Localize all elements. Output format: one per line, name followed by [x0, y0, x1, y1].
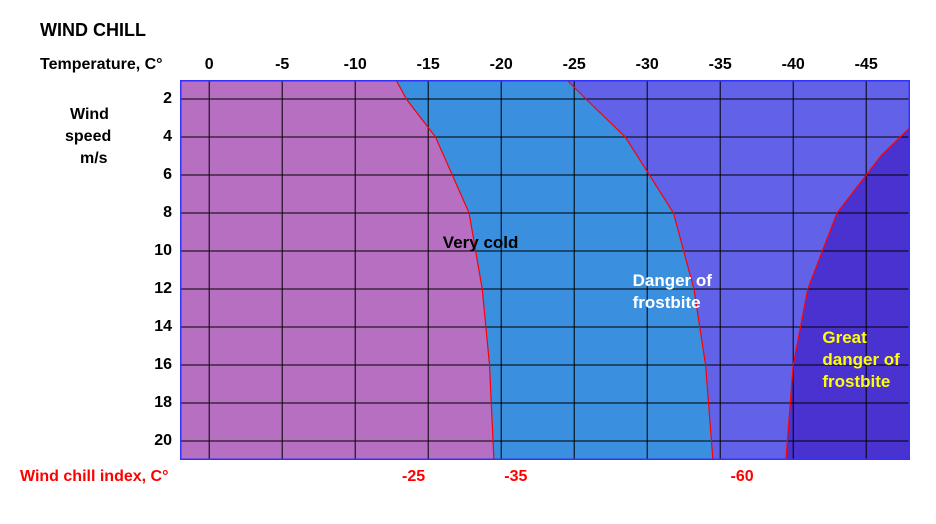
x-tick: -25: [563, 56, 586, 74]
y-tick: 18: [142, 394, 172, 412]
y-tick: 8: [142, 204, 172, 222]
x-tick: -35: [709, 56, 732, 74]
wind-chill-chart: WIND CHILL Temperature, C° Wind speed m/…: [20, 20, 916, 504]
x-tick: 0: [205, 56, 214, 74]
x-tick: -15: [417, 56, 440, 74]
x-axis-label: Temperature, C°: [40, 56, 163, 74]
y-axis-label-3: m/s: [80, 150, 108, 168]
x-tick: -30: [636, 56, 659, 74]
x-tick: -10: [344, 56, 367, 74]
wci-value: -35: [504, 468, 527, 486]
wci-axis-label: Wind chill index, C°: [20, 468, 168, 486]
x-tick: -5: [275, 56, 289, 74]
y-tick: 16: [142, 356, 172, 374]
chart-title: WIND CHILL: [40, 20, 146, 41]
x-tick: -45: [855, 56, 878, 74]
y-tick: 2: [142, 90, 172, 108]
wci-value: -60: [731, 468, 754, 486]
y-tick: 14: [142, 318, 172, 336]
x-tick: -40: [782, 56, 805, 74]
y-axis-label-1: Wind: [70, 106, 109, 124]
plot-area: [180, 80, 910, 460]
y-tick: 10: [142, 242, 172, 260]
y-tick: 20: [142, 432, 172, 450]
y-tick: 12: [142, 280, 172, 298]
y-axis-label-2: speed: [65, 128, 111, 146]
y-tick: 4: [142, 128, 172, 146]
x-tick: -20: [490, 56, 513, 74]
y-tick: 6: [142, 166, 172, 184]
wci-value: -25: [402, 468, 425, 486]
